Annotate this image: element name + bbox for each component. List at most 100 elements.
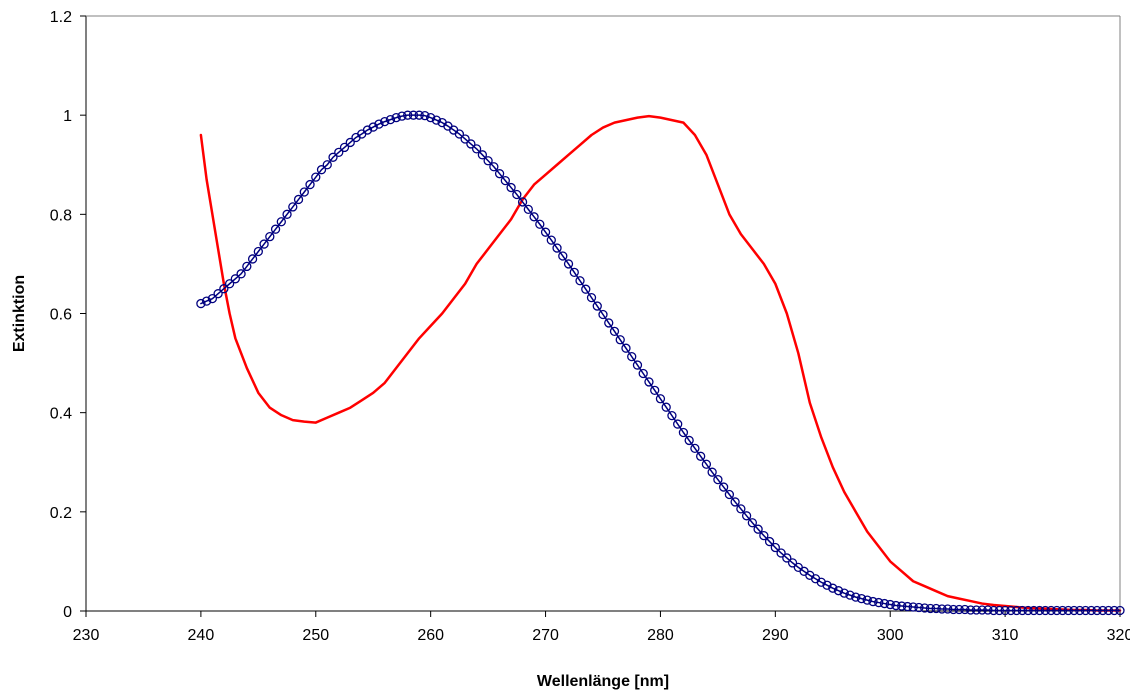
series-2-point <box>1023 605 1033 616</box>
series-2-point <box>770 542 780 553</box>
x-tick-label: 280 <box>647 627 674 644</box>
series-2-point <box>311 172 321 182</box>
series-2-point <box>581 284 591 294</box>
series-2-point <box>322 160 332 170</box>
series-2-point <box>334 147 344 158</box>
series-2-point <box>408 110 419 120</box>
x-tick-label: 300 <box>877 627 904 644</box>
series-2-point <box>592 301 602 311</box>
series-2-point <box>718 482 729 492</box>
y-tick-label: 1 <box>63 108 72 125</box>
series-2-point <box>598 309 608 320</box>
series-2-point <box>1075 605 1085 616</box>
series-2-point <box>908 602 918 612</box>
series-2-point <box>466 139 476 149</box>
series-2-point <box>1098 605 1108 616</box>
series-2-point <box>1011 605 1022 616</box>
series-2-point <box>741 511 752 521</box>
series-2-point <box>219 284 229 294</box>
y-tick-label: 0.6 <box>50 307 72 324</box>
series-2-point <box>540 227 551 237</box>
series-2-point <box>471 144 482 154</box>
series-2-point <box>644 377 654 387</box>
series-2-point <box>201 296 212 306</box>
series-2-point <box>546 235 556 245</box>
series-2-point <box>828 583 838 593</box>
series-2-point <box>1017 605 1027 616</box>
series-2-point <box>925 603 936 614</box>
series-2-point <box>380 116 390 127</box>
series-2-point <box>1080 605 1091 616</box>
series-2-point <box>288 202 298 212</box>
series-2-point <box>931 603 941 614</box>
y-tick-label: 0.8 <box>50 207 72 224</box>
series-2-point <box>753 524 763 534</box>
x-tick-label: 260 <box>417 627 444 644</box>
series-2-point <box>431 115 442 125</box>
series-2-point <box>764 536 775 547</box>
series-2-point <box>558 251 568 261</box>
series-2-point <box>293 194 304 205</box>
series-2-point <box>954 604 964 615</box>
series-2-point <box>328 152 338 162</box>
series-2-point <box>615 335 625 345</box>
series-2-point <box>207 293 218 304</box>
series-2-point <box>460 134 470 144</box>
series-2-point <box>552 243 562 253</box>
series-2-point <box>489 162 499 172</box>
series-2-point <box>673 419 683 429</box>
series-2-point <box>632 360 643 370</box>
series-2-point <box>1040 605 1050 616</box>
series-2-point <box>253 246 263 257</box>
series-2-point <box>994 605 1005 616</box>
series-2-point <box>523 204 533 215</box>
series-2-point <box>368 122 378 132</box>
series-2-point <box>897 601 907 611</box>
x-tick-label: 270 <box>532 627 559 644</box>
series-layer <box>196 110 1125 616</box>
series-2-point <box>833 586 844 596</box>
series-2-point <box>862 595 872 605</box>
series-2-point <box>397 111 407 121</box>
series-2-point <box>1086 605 1096 616</box>
series-2-point <box>1046 605 1056 616</box>
series-2-point <box>563 259 574 269</box>
series-2-point <box>1115 605 1125 616</box>
series-2-point <box>971 605 982 615</box>
series-2-point <box>391 113 401 123</box>
series-2-point <box>483 156 493 166</box>
series-2-point <box>650 385 660 396</box>
series-2-point <box>776 548 786 558</box>
x-tick-label: 290 <box>762 627 789 644</box>
series-2-point <box>1034 605 1045 616</box>
series-1-line <box>199 114 1122 612</box>
series-2-point <box>661 402 671 412</box>
series-2-point <box>1109 605 1119 616</box>
series-2-point <box>305 179 315 190</box>
series-2-line <box>200 114 1121 612</box>
x-tick-label: 320 <box>1107 627 1130 644</box>
series-2-point <box>506 182 516 193</box>
series-2-point <box>213 289 223 299</box>
series-2-point <box>385 114 396 125</box>
series-2-point <box>529 212 539 222</box>
series-2-point <box>879 598 890 609</box>
series-2-point <box>845 590 855 600</box>
series-2-point <box>535 219 545 229</box>
series-2-point <box>569 267 579 278</box>
series-2-point <box>701 459 712 469</box>
series-2-point <box>586 292 597 303</box>
series-2-point <box>696 451 706 461</box>
series-2-point <box>512 189 522 200</box>
y-tick-label: 1.2 <box>50 9 72 26</box>
x-axis: 230 240 250 260 270 280 290 300 310 320 <box>73 611 1130 644</box>
series-2-point <box>1052 605 1062 616</box>
series-2-point <box>339 142 350 153</box>
series-2-point <box>282 209 292 219</box>
series-2-point <box>965 605 976 615</box>
series-2-point <box>920 603 930 613</box>
series-2-point <box>374 119 384 129</box>
series-2-point <box>1029 605 1039 616</box>
series-2-point <box>690 443 700 454</box>
